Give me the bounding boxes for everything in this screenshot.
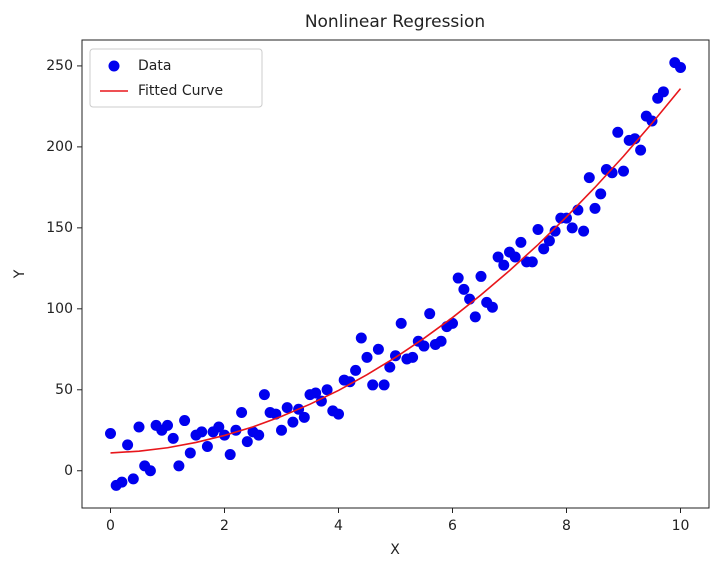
- data-point: [452, 272, 464, 284]
- plot-frame: [81, 39, 710, 509]
- data-point: [287, 416, 299, 428]
- data-point: [492, 251, 504, 263]
- data-point: [583, 172, 595, 184]
- data-point: [384, 361, 396, 373]
- data-point: [418, 340, 430, 352]
- data-point: [595, 188, 607, 200]
- x-tick-label: 2: [220, 518, 229, 534]
- data-point: [355, 332, 367, 344]
- data-point: [646, 115, 658, 127]
- data-point: [162, 419, 173, 431]
- data-point: [224, 449, 236, 461]
- x-tick-label: 6: [448, 518, 457, 534]
- data-point: [372, 343, 384, 355]
- data-point: [378, 379, 390, 391]
- data-point: [469, 311, 481, 323]
- data-point: [424, 308, 436, 320]
- data-point: [657, 86, 669, 98]
- chart-title: Nonlinear Regression: [305, 12, 485, 32]
- data-point: [498, 259, 510, 271]
- data-point: [144, 465, 156, 477]
- legend-marker: [108, 60, 120, 72]
- data-point: [407, 351, 419, 363]
- legend-box: [89, 48, 263, 108]
- data-point: [635, 144, 647, 156]
- data-point: [612, 126, 624, 138]
- data-point: [105, 428, 116, 440]
- data-point: [532, 223, 544, 235]
- y-tick-label: 250: [46, 58, 73, 74]
- data-point: [133, 421, 145, 433]
- data-point: [618, 165, 629, 177]
- data-point: [447, 317, 458, 329]
- data-point: [196, 426, 208, 438]
- x-tick-label: 8: [562, 518, 571, 534]
- data-point: [475, 270, 487, 282]
- data-point: [333, 408, 344, 420]
- y-tick-label: 200: [46, 139, 73, 155]
- y-tick-label: 100: [46, 301, 73, 317]
- x-tick-label: 10: [672, 518, 690, 534]
- y-tick-label: 50: [55, 382, 73, 398]
- data-point: [310, 387, 322, 399]
- y-axis-label: Y: [12, 269, 28, 279]
- data-point: [253, 429, 265, 441]
- data-point: [566, 222, 578, 234]
- data-point: [578, 225, 590, 237]
- x-axis-label: X: [390, 542, 400, 558]
- data-point: [458, 283, 470, 295]
- data-point: [589, 202, 601, 214]
- data-point: [509, 251, 521, 263]
- data-point: [350, 364, 362, 376]
- data-point: [395, 317, 407, 329]
- data-point: [435, 335, 447, 347]
- data-point: [526, 256, 538, 268]
- data-point: [241, 436, 253, 448]
- y-tick-label: 150: [46, 220, 73, 236]
- data-point: [344, 376, 356, 388]
- data-point: [538, 243, 550, 255]
- data-point: [184, 447, 196, 459]
- data-point: [629, 133, 641, 145]
- data-point: [116, 476, 128, 488]
- legend-label: Data: [138, 58, 171, 74]
- data-point: [486, 301, 498, 313]
- data-point: [515, 236, 527, 248]
- data-point: [127, 473, 139, 485]
- data-point: [179, 415, 191, 427]
- data-point: [258, 389, 270, 401]
- data-point: [606, 167, 618, 179]
- data-point: [315, 395, 327, 407]
- data-point: [675, 62, 686, 74]
- x-tick-label: 0: [106, 518, 115, 534]
- y-tick-label: 0: [64, 463, 73, 479]
- data-point: [543, 235, 555, 247]
- data-point: [201, 440, 213, 452]
- data-point: [298, 411, 310, 423]
- data-point: [167, 432, 179, 444]
- data-point: [361, 351, 373, 363]
- data-point: [173, 460, 185, 472]
- data-point: [276, 424, 287, 436]
- data-point: [561, 212, 572, 224]
- data-point: [549, 225, 561, 237]
- x-tick-label: 4: [334, 518, 343, 534]
- data-point: [367, 379, 379, 391]
- data-point: [321, 384, 333, 396]
- data-point: [122, 439, 134, 451]
- data-point: [236, 406, 248, 418]
- legend-label: Fitted Curve: [138, 83, 223, 99]
- data-point: [213, 421, 225, 433]
- fitted-line: [110, 88, 682, 454]
- data-point: [281, 402, 293, 414]
